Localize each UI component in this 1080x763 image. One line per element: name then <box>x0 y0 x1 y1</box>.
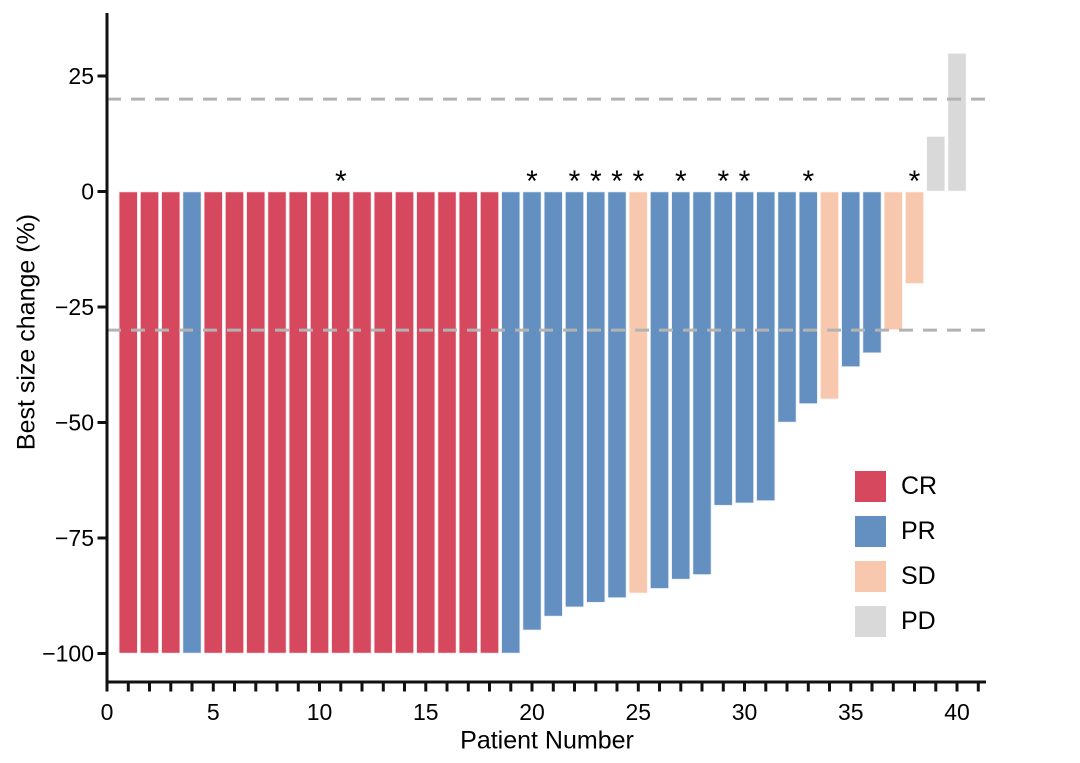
bar-patient-18 <box>479 190 500 655</box>
bar-patient-25 <box>628 190 649 595</box>
bar-patient-5 <box>203 190 224 655</box>
pd-color-swatch-icon <box>855 606 886 637</box>
bar-patient-8 <box>266 190 288 655</box>
asterisk-patient-38: * <box>909 165 921 198</box>
asterisk-patient-23: * <box>590 165 602 198</box>
bar-patient-10 <box>309 190 330 655</box>
asterisk-patient-11: * <box>335 165 347 198</box>
bar-patient-15 <box>415 190 436 655</box>
bar-patient-30 <box>734 190 755 505</box>
y-tick-label--100: −100 <box>42 641 94 667</box>
y-tick-label--75: −75 <box>55 525 94 551</box>
bar-patient-17 <box>458 190 479 655</box>
bar-patient-34 <box>819 190 840 401</box>
bar-patient-4 <box>181 190 203 655</box>
pr-color-swatch-icon <box>855 516 886 547</box>
asterisk-patient-22: * <box>569 165 581 198</box>
asterisk-annotations-group: * * * * * * * * * * * <box>335 165 921 198</box>
asterisk-patient-27: * <box>675 165 687 198</box>
bar-patient-14 <box>394 190 415 655</box>
asterisk-patient-25: * <box>632 165 644 198</box>
response-legend: CR PR SD PD <box>855 464 937 644</box>
bar-patient-35 <box>840 190 861 368</box>
bar-patient-6 <box>224 190 245 655</box>
x-tick-label-0: 0 <box>101 699 114 725</box>
x-tick-label-35: 35 <box>838 699 864 725</box>
x-axis-title: Patient Number <box>460 726 634 755</box>
bar-patient-20 <box>521 190 543 632</box>
legend-label-cr: CR <box>901 472 938 500</box>
bar-patient-33 <box>798 190 819 405</box>
y-tick-label--25: −25 <box>55 294 94 320</box>
cr-color-swatch-icon <box>855 471 886 502</box>
legend-item-sd: SD <box>855 554 937 599</box>
bar-patient-28 <box>691 190 713 576</box>
bar-patient-19 <box>500 190 521 655</box>
legend-item-cr: CR <box>855 464 937 509</box>
bar-patient-12 <box>351 190 373 655</box>
legend-label-pd: PD <box>901 607 936 635</box>
bar-patient-22 <box>564 190 585 609</box>
legend-label-sd: SD <box>901 562 936 590</box>
x-tick-label-5: 5 <box>207 699 220 725</box>
bar-patient-2 <box>139 190 160 655</box>
sd-color-swatch-icon <box>855 561 886 592</box>
bar-patient-29 <box>713 190 734 507</box>
y-axis-title: Best size change (%) <box>12 213 41 451</box>
y-axis: 25 0 −25 −50 −75 −100 <box>42 13 109 684</box>
y-tick-label--50: −50 <box>55 410 94 436</box>
legend-item-pr: PR <box>855 509 937 554</box>
legend-item-pd: PD <box>855 599 937 644</box>
x-tick-label-20: 20 <box>519 699 545 725</box>
bar-patient-9 <box>288 190 309 655</box>
bar-patient-26 <box>649 190 670 590</box>
x-tick-label-10: 10 <box>307 699 333 725</box>
bar-patient-23 <box>585 190 606 604</box>
asterisk-patient-33: * <box>802 165 814 198</box>
asterisk-patient-30: * <box>739 165 751 198</box>
bar-patient-16 <box>436 190 458 655</box>
x-tick-label-25: 25 <box>626 699 652 725</box>
bar-patient-27 <box>670 190 691 581</box>
bars-group <box>118 52 968 655</box>
bar-patient-13 <box>373 190 394 655</box>
bar-patient-3 <box>160 190 181 655</box>
bar-patient-37 <box>883 190 904 331</box>
bar-patient-36 <box>861 190 883 354</box>
x-tick-label-40: 40 <box>944 699 970 725</box>
asterisk-patient-24: * <box>611 165 623 198</box>
bar-patient-11 <box>330 190 351 655</box>
x-tick-label-15: 15 <box>413 699 439 725</box>
bar-patient-38 <box>904 190 925 285</box>
bar-patient-7 <box>245 190 266 655</box>
y-tick-label-25: 25 <box>68 63 94 89</box>
bar-patient-32 <box>776 190 798 424</box>
bar-patient-39 <box>925 135 946 193</box>
bar-patient-1 <box>118 190 139 655</box>
y-tick-label-0: 0 <box>81 179 94 205</box>
bar-patient-21 <box>543 190 564 618</box>
legend-label-pr: PR <box>901 517 936 545</box>
bar-patient-40 <box>946 52 968 193</box>
asterisk-patient-20: * <box>526 165 538 198</box>
bar-patient-31 <box>755 190 776 502</box>
x-axis: 0 5 10 15 20 25 30 35 40 <box>101 680 986 725</box>
bar-patient-24 <box>606 190 628 599</box>
asterisk-patient-29: * <box>717 165 729 198</box>
x-tick-label-30: 30 <box>732 699 758 725</box>
